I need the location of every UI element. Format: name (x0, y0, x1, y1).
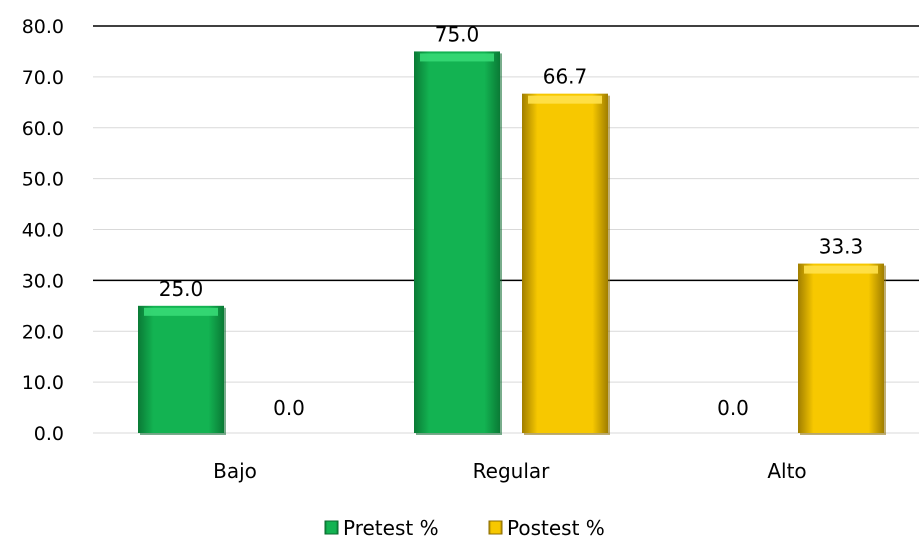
bar-regular-pretest (414, 51, 500, 433)
data-labels: 25.0 75.0 0.0 0.0 66.7 33.3 (159, 22, 864, 420)
y-tick-label: 0.0 (34, 423, 64, 445)
y-tick-label: 30.0 (22, 270, 64, 292)
x-category-label: Regular (473, 459, 550, 483)
x-category-label: Bajo (213, 459, 257, 483)
data-label: 75.0 (435, 22, 480, 46)
data-label: 33.3 (819, 235, 864, 259)
y-tick-label: 20.0 (22, 321, 64, 343)
data-label: 0.0 (273, 396, 305, 420)
data-label: 0.0 (717, 396, 749, 420)
data-label: 66.7 (543, 65, 588, 89)
y-axis: 0.0 10.0 20.0 30.0 40.0 50.0 60.0 70.0 80.0 (22, 16, 64, 445)
y-tick-label: 40.0 (22, 220, 64, 242)
y-tick-label: 50.0 (22, 169, 64, 191)
y-tick-label: 10.0 (22, 372, 64, 394)
x-axis: Bajo Regular Alto (213, 459, 807, 483)
legend-label-postest: Postest % (507, 516, 605, 540)
bar-regular-postest (522, 93, 608, 433)
bar-highlight (420, 53, 494, 62)
legend-label-pretest: Pretest % (343, 516, 439, 540)
bar-highlight (804, 265, 878, 274)
y-tick-label: 70.0 (22, 67, 64, 89)
bar-highlight (528, 95, 602, 104)
bar-bajo-pretest (138, 305, 224, 433)
y-tick-label: 60.0 (22, 118, 64, 140)
data-label: 25.0 (159, 277, 204, 301)
bar-alto-postest (798, 263, 884, 433)
y-tick-label: 80.0 (22, 16, 64, 38)
legend-swatch-pretest (324, 520, 339, 535)
legend: Pretest % Postest % (324, 516, 605, 540)
gridlines (93, 25, 919, 434)
x-category-label: Alto (767, 459, 806, 483)
bars (138, 51, 886, 435)
bar-highlight (144, 307, 218, 316)
legend-swatch-postest (488, 520, 503, 535)
